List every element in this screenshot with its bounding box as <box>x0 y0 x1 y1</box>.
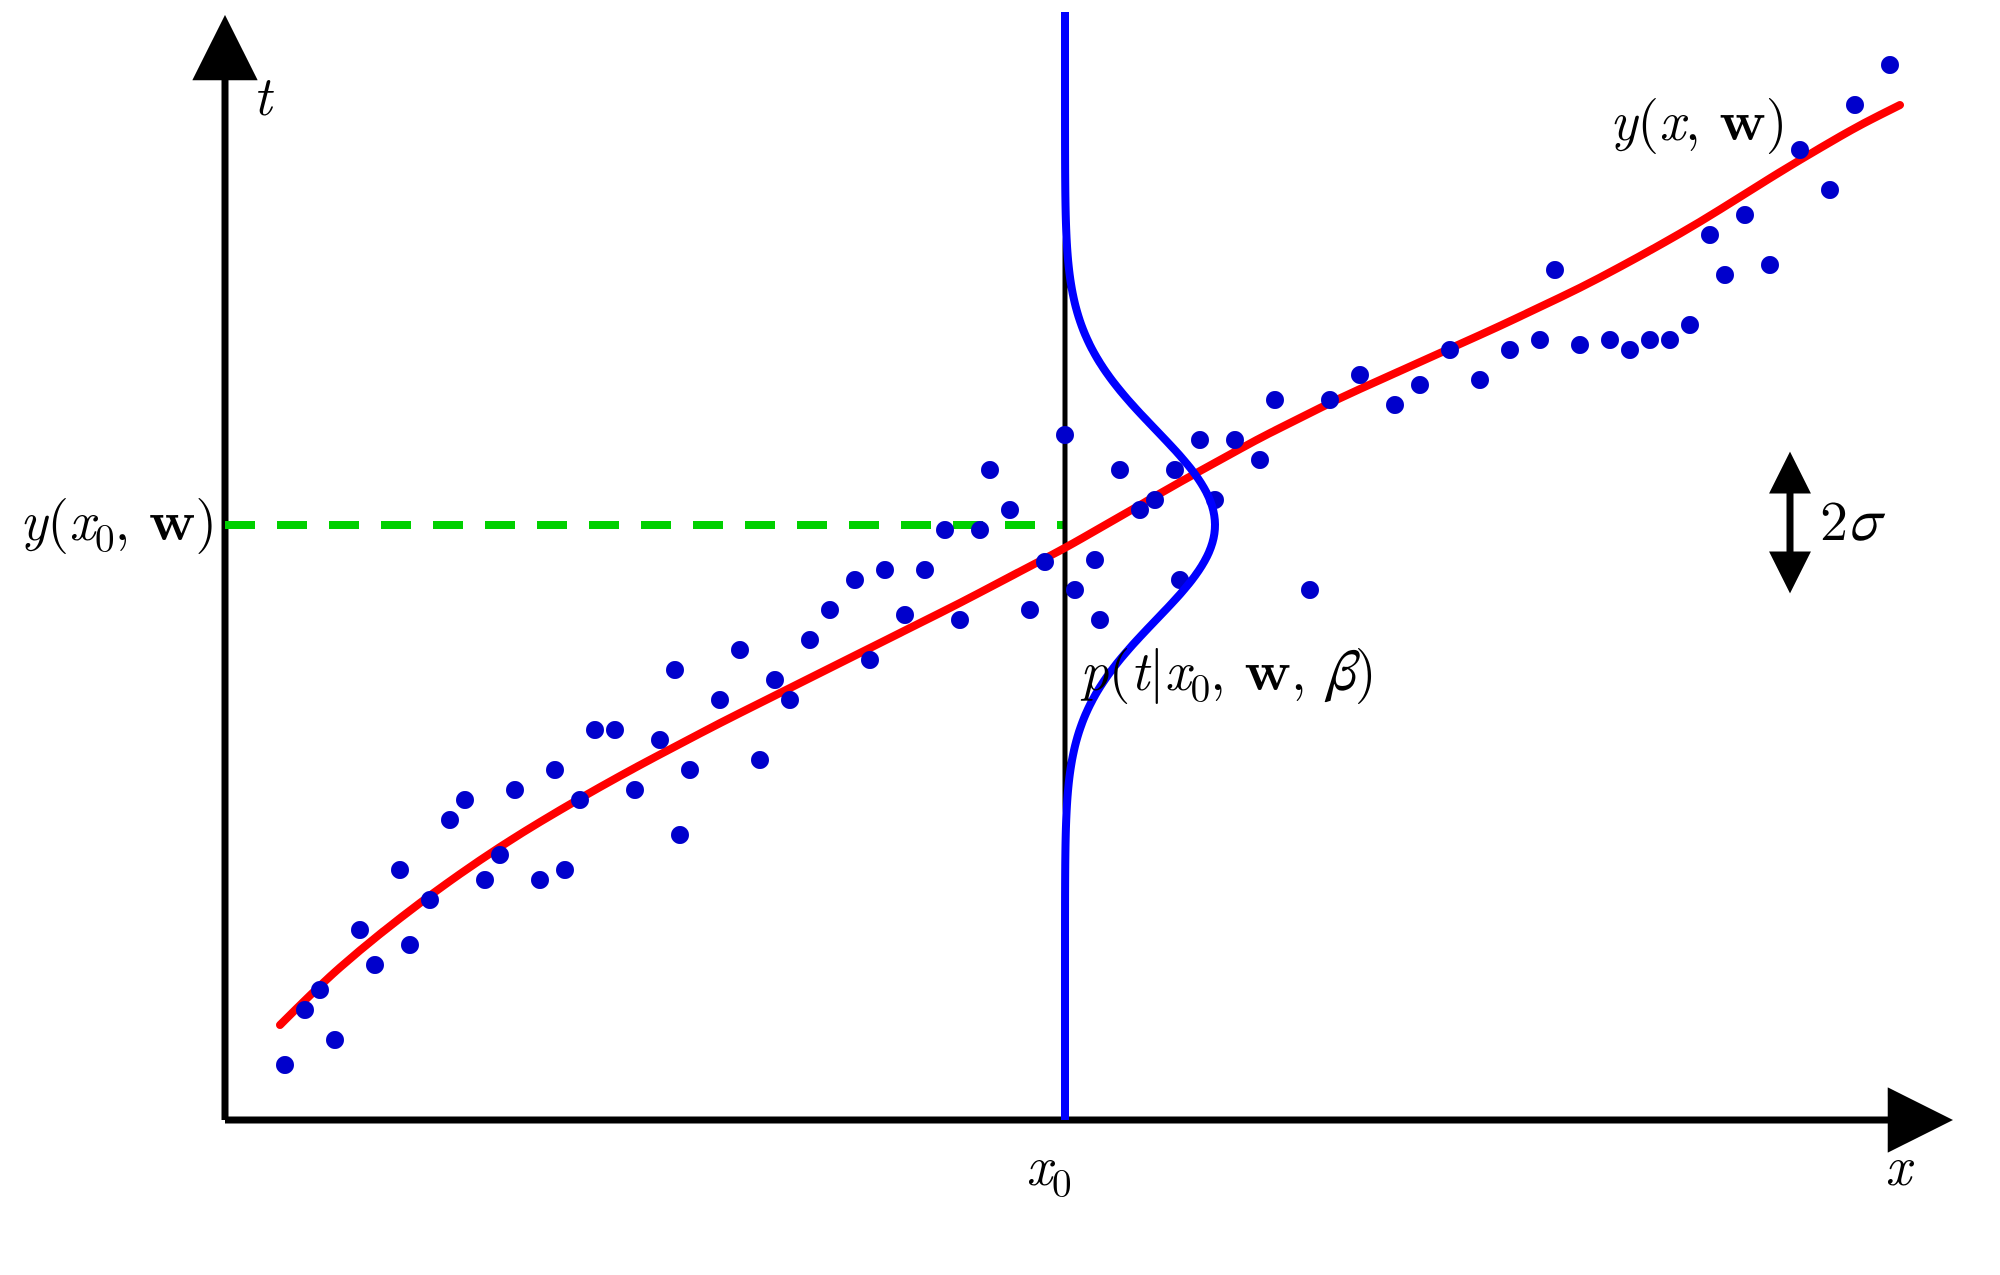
y_x0_w-label: y(x0, w) <box>20 477 217 563</box>
gaussian-density <box>1065 12 1215 1120</box>
t_axis-label: t <box>253 53 274 132</box>
x_axis-label: x <box>1885 1123 1914 1202</box>
scatter-points <box>276 56 1899 1074</box>
two_sigma-label: 2σ <box>1820 478 1886 557</box>
regression-diagram: x t x0 y(x0, w) y(x, w) p(t|x0, w, β) 2σ <box>0 0 2000 1275</box>
y_x_w-label: y(x, w) <box>1610 77 1788 157</box>
x0-label: x0 <box>1026 1123 1072 1208</box>
p_t-label: p(t|x0, w, β) <box>1080 627 1377 713</box>
